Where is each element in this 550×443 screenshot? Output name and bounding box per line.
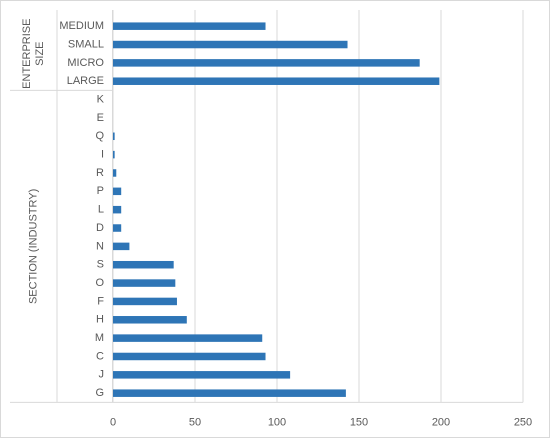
group-label: ENTERPRISE (21, 19, 33, 89)
category-label: F (97, 295, 104, 307)
category-label: I (101, 149, 104, 161)
bar (113, 205, 122, 214)
group-label: SECTION (INDUSTRY) (27, 189, 39, 304)
category-label: MICRO (67, 57, 104, 69)
category-label: MEDIUM (59, 20, 104, 32)
bar (113, 352, 266, 361)
bar (113, 260, 174, 269)
bar (113, 132, 115, 141)
x-tick-label: 150 (350, 416, 368, 428)
bar (113, 169, 117, 177)
category-label: D (96, 222, 104, 234)
category-label: G (95, 387, 104, 399)
x-tick-label: 50 (189, 416, 201, 428)
bar (113, 187, 122, 196)
category-label: M (95, 332, 104, 344)
bar (113, 224, 122, 232)
category-label: O (95, 277, 104, 289)
category-label: R (96, 167, 104, 179)
bar (113, 22, 266, 30)
bar (113, 297, 177, 306)
category-label: J (99, 369, 105, 381)
bar (113, 316, 187, 324)
category-label: E (97, 112, 104, 124)
bar (113, 389, 346, 397)
category-label: P (97, 185, 104, 197)
group-label: SIZE (34, 41, 46, 65)
x-tick-label: 200 (432, 416, 450, 428)
bar (113, 59, 420, 67)
bar (113, 77, 440, 85)
bar (113, 371, 291, 379)
category-label: SMALL (68, 38, 104, 50)
x-tick-label: 250 (514, 416, 532, 428)
category-label: N (96, 240, 104, 252)
category-label: L (98, 204, 104, 216)
x-tick-label: 0 (110, 416, 116, 428)
category-label: H (96, 314, 104, 326)
category-label: K (97, 93, 105, 105)
x-tick-label: 100 (268, 416, 286, 428)
category-label: C (96, 350, 104, 362)
category-label: Q (95, 130, 104, 142)
category-label: LARGE (67, 75, 104, 87)
bar (113, 279, 176, 287)
bar (113, 334, 263, 342)
bar (113, 150, 115, 159)
category-label: S (97, 259, 104, 271)
bar (113, 242, 130, 251)
bar (113, 40, 348, 49)
